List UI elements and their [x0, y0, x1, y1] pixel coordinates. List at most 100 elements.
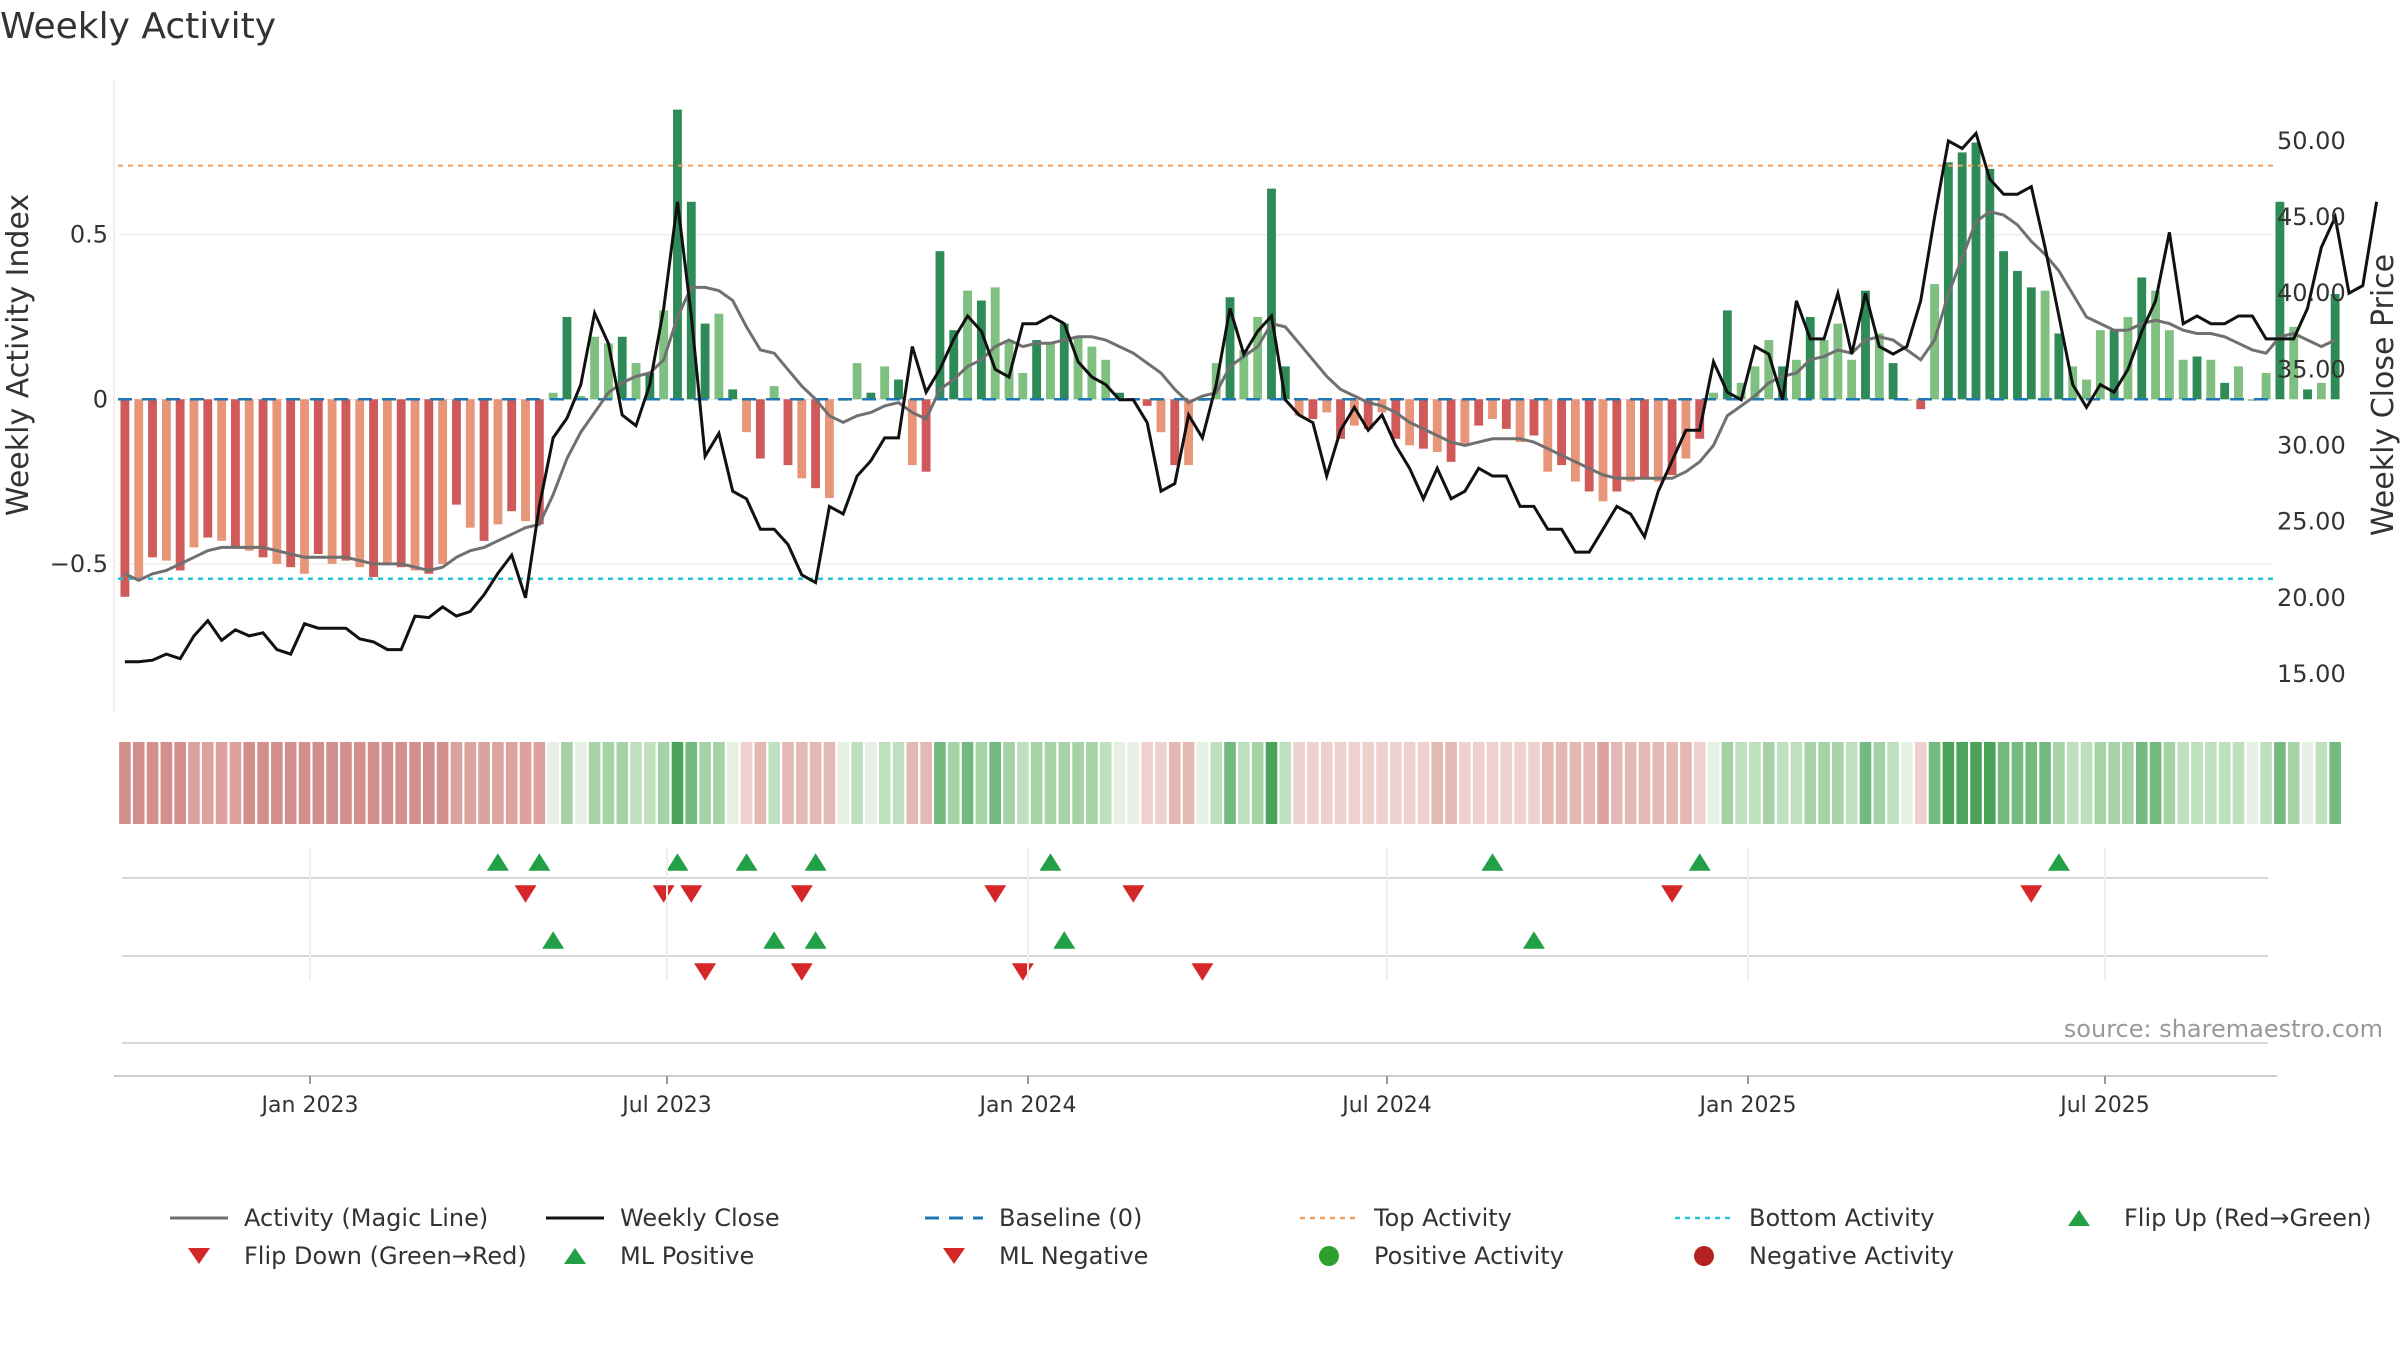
activity-bar [1280, 366, 1290, 400]
heat-cell [1901, 742, 1913, 824]
activity-bar [1363, 399, 1373, 429]
heat-cell [1265, 742, 1278, 824]
activity-bar [1488, 399, 1497, 420]
activity-bar [1336, 399, 1345, 439]
heat-cell [243, 742, 256, 824]
heat-cell [920, 742, 932, 824]
legend-item-weekly-close: Weekly Close [544, 1200, 780, 1236]
heat-cell [1611, 742, 1623, 824]
flip-down-marker [514, 885, 537, 903]
legend-swatch [943, 1248, 965, 1264]
heat-cell [119, 742, 131, 824]
legend-item-positive-dot: Positive Activity [1298, 1238, 1564, 1274]
legend-swatch [925, 1216, 983, 1220]
heat-cell [1928, 742, 1941, 824]
heat-cell [961, 742, 974, 824]
activity-bar [880, 366, 890, 400]
legend-swatch [188, 1248, 210, 1264]
flip-down-marker [984, 885, 1007, 903]
activity-bar [1004, 340, 1014, 400]
activity-bar [2303, 389, 2312, 400]
activity-bar [2013, 270, 2022, 400]
activity-bar [1032, 340, 1042, 400]
legend-label: Flip Down (Green→Red) [244, 1242, 527, 1270]
heat-cell [1003, 742, 1015, 824]
heat-cell [1099, 742, 1112, 824]
legend-item-bottom-activity: Bottom Activity [1673, 1200, 1934, 1236]
heat-cell [298, 742, 311, 824]
activity-bar [1819, 340, 1829, 400]
ml-positive-marker [1522, 931, 1545, 949]
heat-cell [1403, 742, 1416, 824]
activity-bar [1225, 297, 1235, 400]
heat-cell [1320, 742, 1333, 824]
activity-bar [1971, 142, 1981, 400]
magic-line [124, 210, 2336, 582]
heat-cell [2191, 742, 2203, 824]
activity-bar [742, 399, 751, 433]
heat-cell [2011, 742, 2024, 824]
activity-bar [935, 251, 945, 400]
legend-label: Top Activity [1374, 1204, 1512, 1232]
heat-cell [1431, 742, 1444, 824]
heat-cell [795, 742, 808, 824]
activity-bar [728, 389, 738, 400]
activity-bar [1833, 323, 1843, 400]
heat-cell [2053, 742, 2065, 824]
heat-cell [1832, 742, 1844, 824]
heat-cell [1942, 742, 1955, 824]
heat-cell [1804, 742, 1817, 824]
legend-item-flip-up: Flip Up (Red→Green) [2048, 1200, 2372, 1236]
heat-cell [1597, 742, 1609, 824]
heat-cell [2260, 742, 2272, 824]
heat-cell [1307, 742, 1319, 824]
activity-bar [673, 109, 682, 400]
activity-bar [1515, 399, 1525, 443]
activity-bar [1985, 168, 1995, 400]
ml-negative-marker [790, 963, 813, 981]
activity-bar [369, 399, 378, 578]
heat-cell [2135, 742, 2148, 824]
activity-bar [1419, 399, 1428, 449]
heat-cell [837, 742, 850, 824]
activity-bar [1184, 399, 1194, 466]
heat-cell [588, 742, 601, 824]
activity-heat-strip [119, 742, 2341, 824]
activity-bar [1101, 359, 1111, 400]
y-tick-label: 0 [93, 385, 108, 413]
flip-up-marker [1688, 853, 1711, 871]
heat-cell [1735, 742, 1747, 824]
activity-bar [1460, 399, 1470, 446]
heat-cell [1721, 742, 1734, 824]
legend-item-negative-dot: Negative Activity [1673, 1238, 1954, 1274]
activity-bar [1018, 372, 1028, 400]
activity-bar [1847, 359, 1857, 400]
activity-bar [1156, 399, 1166, 433]
heat-cell [271, 742, 283, 824]
activity-bar [1073, 336, 1083, 400]
heat-cell [1914, 742, 1927, 824]
heat-cell [630, 742, 642, 824]
weekly-close-line [124, 130, 2379, 664]
heat-cell [326, 742, 338, 824]
y-axis-label: Weekly Activity Index [1, 194, 36, 516]
heat-cell [174, 742, 186, 824]
activity-bar [2095, 330, 2105, 400]
heat-cell [975, 742, 988, 824]
y2-tick-label: 50.00 [2277, 127, 2346, 155]
activity-bar [1308, 399, 1318, 420]
heat-cell [409, 742, 421, 824]
activity-bar [341, 399, 351, 561]
activity-bar [1861, 290, 1870, 400]
flip-up-marker [528, 853, 551, 871]
heat-cell [2039, 742, 2051, 824]
activity-bar [300, 399, 309, 574]
heat-cell [1707, 742, 1720, 824]
y2-tick-label: 25.00 [2277, 508, 2346, 536]
heat-cell [754, 742, 767, 824]
activity-bar [2234, 366, 2243, 400]
activity-bar [382, 399, 392, 564]
activity-bar [1612, 399, 1622, 492]
heat-cell [464, 742, 477, 824]
heat-cell [878, 742, 891, 824]
